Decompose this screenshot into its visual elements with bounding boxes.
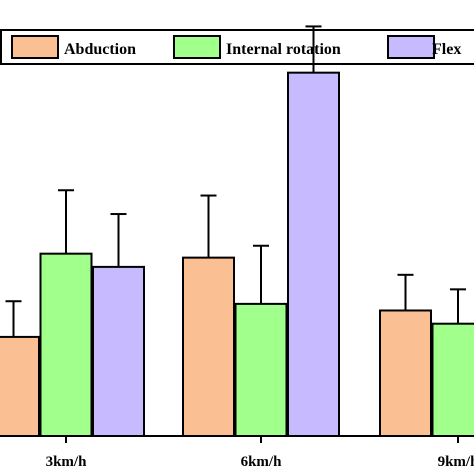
- bar-abduction-3kmh: [0, 335, 40, 437]
- legend-swatch-internal-rotation: [173, 35, 221, 59]
- x-ticks: 3km/h 6km/h 9km/h: [46, 436, 474, 470]
- legend-label-internal-rotation: Internal rotation: [226, 41, 341, 58]
- bar-flex-6kmh: [287, 71, 340, 438]
- x-tick-label: 3km/h: [46, 454, 88, 470]
- legend-label-flex: Flex: [432, 41, 461, 58]
- bar-abduction-6kmh: [182, 256, 235, 437]
- x-tick-label: 9km/h: [438, 454, 474, 470]
- bar-internal-rotation-3kmh: [39, 252, 93, 437]
- x-tick-label: 6km/h: [241, 454, 283, 470]
- bar-internal-rotation-6kmh: [234, 302, 288, 437]
- bar-abduction-9kmh: [379, 309, 432, 438]
- legend: Abduction Internal rotation Flex: [0, 29, 474, 65]
- legend-swatch-abduction: [11, 35, 59, 59]
- error-bars: [5, 25, 466, 337]
- legend-label-abduction: Abduction: [64, 41, 136, 58]
- legend-swatch-flex: [387, 35, 435, 59]
- bar-flex-3kmh: [92, 265, 145, 438]
- bar-internal-rotation-9kmh: [431, 322, 474, 437]
- bars: [0, 71, 474, 438]
